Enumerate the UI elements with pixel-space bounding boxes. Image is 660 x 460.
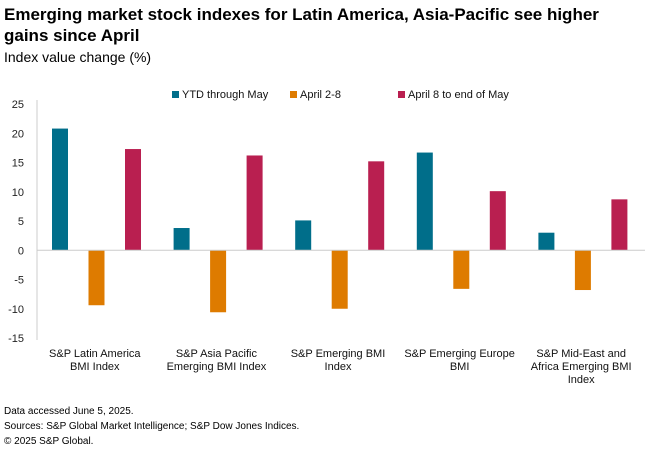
bar-april-8-to-end-of-may — [125, 149, 141, 251]
category-label: S&P Mid-East and — [536, 348, 626, 360]
y-tick-label: -10 — [8, 304, 24, 316]
bar-ytd-through-may — [52, 128, 68, 251]
legend-swatch — [398, 91, 405, 98]
y-tick-label: -15 — [8, 333, 24, 345]
legend-label: April 8 to end of May — [408, 89, 509, 101]
bar-april-8-to-end-of-may — [368, 161, 385, 251]
bar-ytd-through-may — [416, 152, 433, 251]
category-label: BMI — [450, 361, 470, 373]
bar-april-8-to-end-of-may — [489, 191, 506, 251]
category-label: Africa Emerging BMI — [531, 361, 632, 373]
bar-ytd-through-may — [173, 228, 190, 251]
bar-april-2-8 — [331, 250, 348, 309]
bar-ytd-through-may — [295, 220, 312, 251]
category-label: Emerging BMI Index — [167, 361, 267, 373]
bar-april-8-to-end-of-may — [246, 155, 263, 251]
bar-april-2-8 — [574, 250, 591, 291]
y-tick-label: 20 — [12, 128, 24, 140]
legend-swatch — [172, 91, 179, 98]
legend-label: YTD through May — [182, 89, 269, 101]
y-tick-label: 25 — [12, 99, 24, 111]
footnote-date: Data accessed June 5, 2025. — [4, 406, 134, 417]
bar-april-2-8 — [210, 250, 227, 313]
chart-title: Emerging market stock indexes for Latin … — [4, 5, 599, 45]
bar-april-2-8 — [453, 250, 470, 289]
legend-swatch — [290, 91, 297, 98]
y-tick-label: 15 — [12, 158, 24, 170]
y-tick-label: 0 — [18, 245, 24, 257]
y-tick-label: 10 — [12, 187, 24, 199]
category-label: S&P Emerging Europe — [404, 348, 514, 360]
footnote-copyright: © 2025 S&P Global. — [4, 436, 94, 447]
bar-april-2-8 — [88, 250, 105, 306]
bar-ytd-through-may — [538, 232, 555, 251]
y-tick-label: 5 — [18, 216, 24, 228]
category-label: BMI Index — [70, 361, 120, 373]
bar-april-8-to-end-of-may — [611, 199, 628, 251]
category-label: S&P Emerging BMI — [291, 348, 386, 360]
category-label: S&P Asia Pacific — [176, 348, 258, 360]
footnote-sources: Sources: S&P Global Market Intelligence;… — [4, 421, 300, 432]
chart-subtitle: Index value change (%) — [4, 49, 152, 65]
category-label: S&P Latin America — [49, 348, 141, 360]
category-label: Index — [568, 374, 595, 386]
y-tick-label: -5 — [14, 275, 24, 287]
category-label: Index — [325, 361, 352, 373]
legend-label: April 2-8 — [300, 89, 341, 101]
